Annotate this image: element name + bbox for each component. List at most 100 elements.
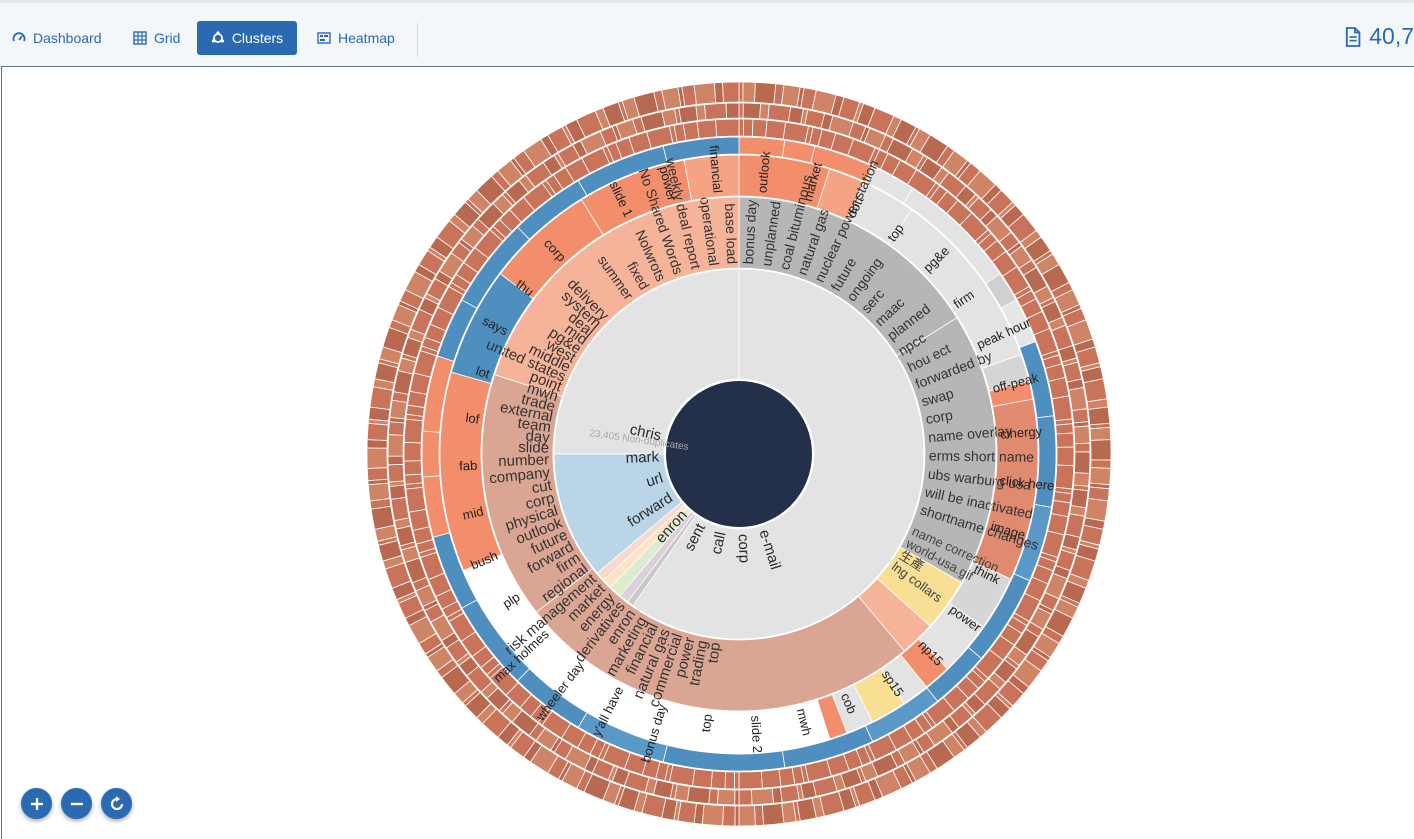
outer-ring-3-segment-43[interactable] — [1074, 451, 1091, 474]
outer-ring-2-segment-108[interactable] — [408, 508, 430, 531]
cluster-nw-word: slide — [518, 439, 549, 457]
outer-ring-3-segment-123[interactable] — [390, 496, 410, 522]
outer-ring-4-segment-141[interactable] — [366, 467, 389, 482]
outer-ring-3-segment-39[interactable] — [1071, 408, 1089, 424]
ring-level-2-segment-20[interactable] — [421, 430, 441, 478]
outer-ring-2-segment-76[interactable] — [724, 771, 735, 790]
outer-ring-2-segment-1[interactable] — [743, 118, 754, 137]
outer-ring-3-segment-86[interactable] — [716, 788, 736, 806]
outer-ring-3-segment-1[interactable] — [742, 102, 762, 120]
grid-icon — [133, 31, 147, 45]
outer-ring-2-segment-34[interactable] — [1051, 395, 1073, 422]
outer-ring-4-segment-139[interactable] — [367, 482, 391, 502]
nav-grid-button[interactable]: Grid — [121, 21, 192, 55]
outer-ring-4-segment-187[interactable] — [693, 82, 717, 106]
outer-ring-3-segment-42[interactable] — [1074, 442, 1091, 453]
outer-ring-3-segment-46[interactable] — [1070, 488, 1089, 509]
outer-ring-4-segment-48[interactable] — [1090, 459, 1112, 469]
nav-clusters-button[interactable]: Clusters — [197, 21, 297, 55]
outer-ring-3-segment-41[interactable] — [1073, 425, 1091, 445]
outer-word: fab — [459, 458, 478, 474]
outer-ring-4-segment-144[interactable] — [366, 422, 389, 441]
outer-ring-4-segment-95[interactable] — [734, 805, 740, 827]
outer-ring-2-segment-114[interactable] — [403, 418, 424, 444]
outer-ring-3-segment-84[interactable] — [738, 789, 753, 806]
outer-ring-3-segment-44[interactable] — [1073, 472, 1090, 487]
outer-ring-4-segment-46[interactable] — [1089, 426, 1112, 441]
cluster-canvas[interactable]: 23,405 Non-duplicates delivery system deal m… — [1, 66, 1414, 839]
outer-ring-2-segment-147[interactable] — [682, 121, 700, 141]
minus-icon — [70, 802, 83, 805]
outer-ring-3-segment-83[interactable] — [751, 787, 774, 806]
outer-ring-4-segment-2[interactable] — [754, 81, 777, 105]
outer-ring-3-segment-169[interactable] — [725, 102, 740, 119]
outer-ring-3-segment-0[interactable] — [738, 102, 744, 119]
outer-ring-2-segment-79[interactable] — [668, 764, 696, 787]
ring-level-1-segment-20[interactable] — [683, 154, 740, 201]
outer-ring-2-segment-109[interactable] — [405, 486, 427, 513]
outer-ring-4-segment-143[interactable] — [366, 439, 388, 449]
outer-ring-2-segment-149[interactable] — [715, 118, 740, 138]
reset-view-button[interactable] — [101, 788, 132, 819]
outer-ring-4-segment-93[interactable] — [754, 804, 765, 827]
outer-ring-2-segment-38[interactable] — [1056, 446, 1075, 467]
outer-ring-3-segment-3[interactable] — [767, 103, 792, 123]
outer-ring-2-segment-113[interactable] — [403, 441, 422, 462]
outer-ring-2-segment-4[interactable] — [782, 121, 810, 144]
outer-ring-4-segment-92[interactable] — [761, 802, 785, 826]
nav-heatmap-button[interactable]: Heatmap — [305, 21, 407, 55]
outer-ring-3-segment-81[interactable] — [779, 784, 800, 803]
outer-ring-2-segment-37[interactable] — [1055, 432, 1075, 448]
outer-ring-3-segment-168[interactable] — [704, 102, 727, 121]
outer-ring-2-segment-75[interactable] — [733, 771, 740, 790]
outer-ring-2-segment-36[interactable] — [1055, 423, 1074, 435]
cluster-sunburst[interactable]: 23,405 Non-duplicatesdeliverysystemdealm… — [2, 67, 1414, 839]
outer-ring-2-segment-72[interactable] — [778, 767, 796, 787]
outer-ring-4-segment-137[interactable] — [370, 505, 395, 530]
outer-ring-4-segment-96[interactable] — [722, 805, 736, 827]
outer-ring-2-segment-3[interactable] — [765, 119, 787, 140]
nav-dashboard-button[interactable]: Dashboard — [0, 21, 114, 55]
ring-level-2-segment-26[interactable] — [662, 136, 740, 164]
zoom-out-button[interactable] — [61, 788, 92, 819]
outer-ring-3-segment-127[interactable] — [387, 455, 404, 466]
outer-ring-3-segment-126[interactable] — [387, 463, 405, 483]
outer-ring-3-segment-128[interactable] — [387, 434, 404, 457]
outer-ring-2-segment-112[interactable] — [403, 460, 423, 476]
outer-ring-4-segment-142[interactable] — [366, 447, 388, 469]
cluster-ne-word: bonus day — [740, 199, 759, 264]
zoom-in-button[interactable] — [21, 788, 52, 819]
outer-ring-4-segment-52[interactable] — [1084, 498, 1109, 522]
outer-ring-4-segment-97[interactable] — [701, 803, 724, 827]
outer-ring-2-segment-148[interactable] — [696, 119, 718, 139]
outer-ring-3-segment-129[interactable] — [388, 421, 405, 436]
outer-ring-3-segment-38[interactable] — [1068, 386, 1088, 412]
outer-ring-4-segment-42[interactable] — [1083, 378, 1108, 403]
outer-ring-3-segment-166[interactable] — [678, 105, 699, 124]
outer-ring-4-segment-44[interactable] — [1087, 406, 1111, 426]
outer-ring-4-segment-189[interactable] — [722, 81, 740, 103]
outer-ring-4-segment-0[interactable] — [738, 81, 744, 103]
outer-word: mid — [461, 504, 485, 523]
outer-ring-2-segment-39[interactable] — [1054, 464, 1075, 490]
outer-ring-4-segment-147[interactable] — [369, 386, 394, 410]
outer-ring-2-segment-33[interactable] — [1048, 377, 1070, 400]
outer-ring-2-segment-74[interactable] — [738, 770, 763, 790]
outer-ring-3-segment-85[interactable] — [734, 789, 740, 806]
outer-ring-2-segment-73[interactable] — [760, 769, 782, 789]
outer-ring-3-segment-124[interactable] — [389, 484, 407, 500]
outer-ring-4-segment-1[interactable] — [742, 81, 756, 103]
outer-ring-4-segment-188[interactable] — [713, 81, 724, 104]
outer-ring-2-segment-77[interactable] — [710, 770, 727, 790]
outer-ring-2-segment-111[interactable] — [404, 473, 423, 485]
outer-ring-4-segment-94[interactable] — [738, 805, 756, 827]
outer-ring-2-segment-0[interactable] — [738, 118, 745, 137]
outer-ring-2-segment-2[interactable] — [751, 118, 768, 138]
outer-ring-3-segment-131[interactable] — [389, 399, 408, 420]
heatmap-icon — [317, 32, 331, 44]
outer-ring-4-segment-49[interactable] — [1089, 467, 1112, 486]
outer-ring-3-segment-88[interactable] — [686, 785, 711, 805]
outer-ring-4-segment-47[interactable] — [1090, 439, 1112, 461]
center-node[interactable] — [664, 379, 814, 529]
outer-ring-2-segment-78[interactable] — [691, 768, 713, 789]
